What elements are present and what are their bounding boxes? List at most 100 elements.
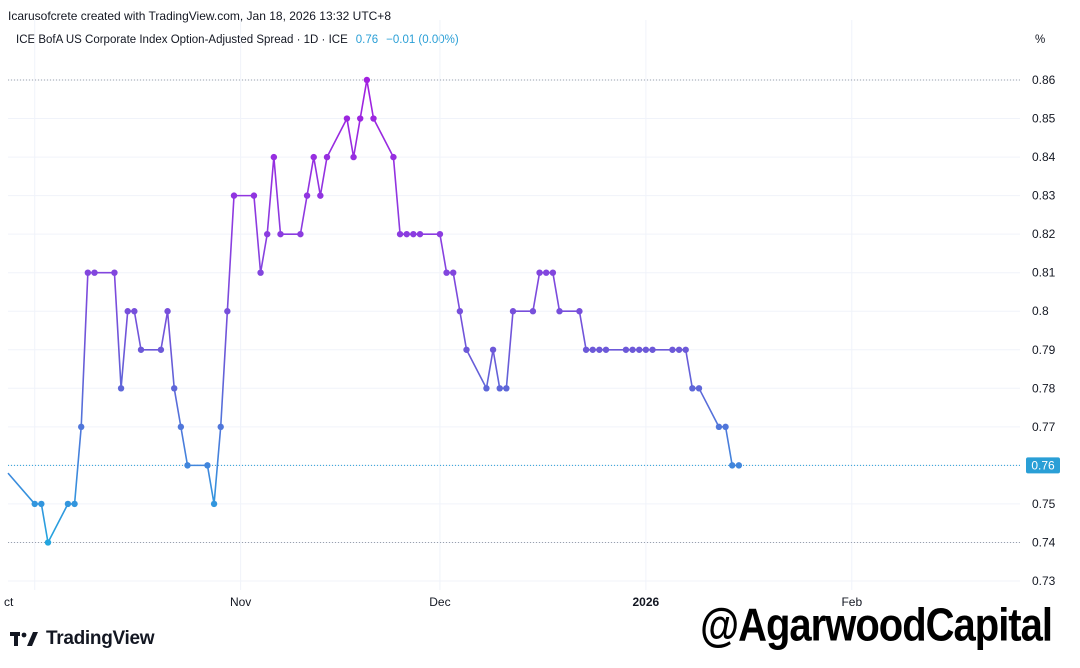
data-point [529,308,537,315]
x-tick-label: Feb [841,595,862,609]
data-point [509,308,517,315]
data-point [649,346,656,353]
y-tick-label: 0.79 [1032,343,1056,357]
x-tick-label: Dec [429,595,450,609]
data-point [164,308,171,315]
data-point [735,462,743,469]
y-tick-label: 0.85 [1032,112,1056,126]
data-point [729,462,736,469]
data-point [403,230,410,238]
data-point [44,539,52,546]
data-point [576,308,583,315]
data-point [250,192,258,199]
data-point [642,346,650,353]
data-point [450,269,457,276]
data-point [323,153,331,161]
data-point [171,385,178,392]
x-tick-label: ct [4,595,14,609]
data-point [124,308,131,315]
data-point [297,230,304,238]
price-label-box [1026,457,1060,474]
y-tick-label: 0.82 [1032,227,1056,241]
tradingview-logo[interactable]: TradingView [10,628,155,650]
data-point [456,308,464,315]
last-price-label: 0.76 [1026,457,1060,474]
y-tick-label: 0.75 [1032,497,1056,511]
price-label-text: 0.76 [1031,458,1055,472]
data-point [715,423,723,431]
data-point [157,346,165,353]
data-point [582,346,590,353]
data-point [230,192,238,199]
data-point [390,153,397,161]
data-point [71,500,78,508]
data-point [682,346,689,353]
tradingview-logo-text: TradingView [46,628,155,649]
data-point [489,346,497,353]
y-tick-label: 0.81 [1032,266,1056,280]
data-point [689,385,696,392]
data-point [589,346,596,353]
data-point [270,153,278,161]
y-tick-label: 0.86 [1032,73,1056,87]
grid-lines [8,20,1020,590]
data-point [357,115,364,122]
data-point [78,423,85,431]
y-tick-label: 0.74 [1032,535,1056,549]
data-point [317,192,324,199]
data-point [370,115,377,122]
chart-credit: Icarusofcrete created with TradingView.c… [8,9,391,23]
data-point [117,385,125,392]
x-axis: ct Nov Dec 2026 Feb [4,595,862,609]
y-tick-label: 0.8 [1032,304,1049,318]
tradingview-logo-icon [10,632,38,646]
data-point [177,423,185,431]
y-axis: 0.86 0.85 0.84 0.83 0.82 0.81 0.8 0.79 0.78 0.77 0… [1032,73,1056,588]
data-point [483,385,490,392]
data-point [695,385,703,392]
data-point [217,423,224,431]
data-point [363,76,371,84]
y-tick-label: 0.83 [1032,189,1056,203]
reference-lines [8,79,1020,543]
y-tick-label: 0.84 [1032,150,1056,164]
data-point [543,269,550,276]
data-point [91,269,98,276]
data-point [622,346,630,353]
data-point [675,346,683,353]
data-point [463,346,470,353]
data-point [410,230,417,238]
data-point [257,269,264,276]
last-value: 0.76 [355,34,379,46]
data-point [224,308,231,315]
x-tick-label: 2026 [633,595,660,609]
data-point [503,385,510,392]
data-point [64,500,72,508]
data-point [303,192,311,199]
data-point [277,230,284,238]
data-point [31,500,38,508]
data-point [264,230,271,238]
data-point [184,462,191,469]
data-point [310,153,317,161]
data-point [84,269,92,276]
data-point [549,269,557,276]
data-point [536,269,543,276]
data-point [596,346,603,353]
data-point [602,346,610,353]
y-tick-label: 0.73 [1032,574,1056,588]
y-tick-label: 0.78 [1032,381,1056,395]
symbol-legend[interactable]: ICE BofA US Corporate Index Option-Adjus… [16,34,459,46]
series-points [31,76,743,546]
data-point [636,346,643,353]
data-point [629,346,636,353]
data-point [669,346,676,353]
data-point [722,423,729,431]
unit-label[interactable]: % [1035,34,1046,46]
data-point [343,115,351,122]
data-point [137,346,145,353]
data-point [350,153,357,161]
x-tick-label: Nov [230,595,251,609]
data-point [131,308,138,315]
